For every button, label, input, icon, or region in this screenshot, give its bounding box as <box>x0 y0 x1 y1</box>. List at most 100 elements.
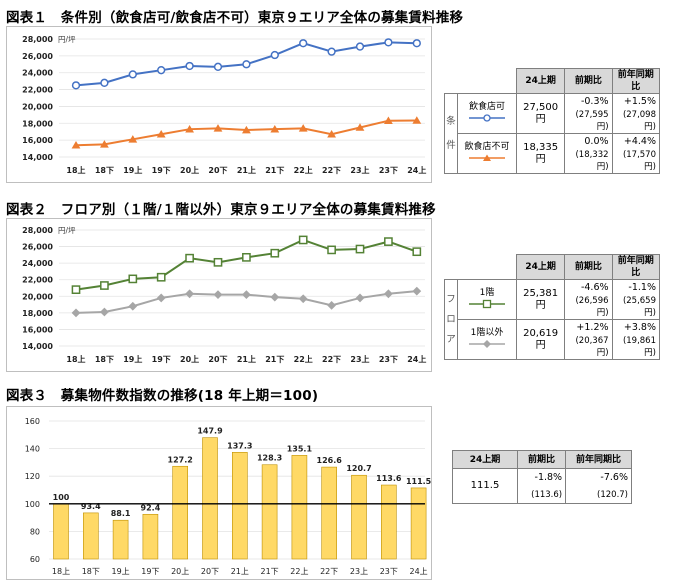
data-point <box>412 39 421 48</box>
bar <box>380 484 397 560</box>
series-name: 飲食店可 <box>468 101 505 112</box>
table-yoy-prev: (120.7) <box>565 486 632 504</box>
x-tick-label: 23上 <box>350 354 369 364</box>
x-tick-label: 23下 <box>379 166 398 175</box>
bar <box>202 437 218 560</box>
x-tick-label: 24上 <box>407 165 426 175</box>
table-yoy-prev: (19,861円) <box>611 335 661 360</box>
table-side-label: フ ロ ア <box>444 279 458 360</box>
table-header: 24上期 <box>515 254 566 280</box>
legend-line-triangle-icon <box>469 154 505 161</box>
data-label: 88.1 <box>111 509 131 518</box>
data-point <box>355 293 365 303</box>
x-tick-label: 24上 <box>410 567 428 576</box>
y-tick-label: 22,000 <box>22 86 53 95</box>
figure1-table: 24上期 前期比 前年同期比 条 件 飲食店可 27,500円 -0.3% +1… <box>444 68 661 174</box>
x-tick-label: 22上 <box>290 567 308 576</box>
data-point <box>128 70 137 79</box>
data-label: 111.5 <box>406 477 431 486</box>
table-header: 前期比 <box>516 450 567 469</box>
y-tick-label: 22,000 <box>22 276 53 285</box>
series-line <box>75 238 418 291</box>
y-tick-label: 14,000 <box>22 153 53 162</box>
data-label: 128.3 <box>257 454 282 463</box>
table-yoy-prev: (25,659円) <box>611 295 661 320</box>
y-tick-label: 20,000 <box>22 292 53 301</box>
data-point <box>327 47 336 56</box>
data-point <box>384 38 393 47</box>
legend-line-diamond-icon <box>469 339 505 348</box>
data-point <box>128 274 138 284</box>
data-label: 135.1 <box>287 444 313 453</box>
y-tick-label: 18,000 <box>22 119 53 128</box>
figure3-chart: 160 140 120 100 80 60 100 18上 93.4 18下 88.1 19上 92.4… <box>6 406 432 580</box>
table-value: 20,619円 <box>515 319 566 360</box>
x-tick-label: 19上 <box>123 354 142 364</box>
unit-label: 円/坪 <box>58 35 76 44</box>
table-qoq: +1.2% <box>564 319 613 335</box>
bar <box>232 452 248 560</box>
data-point <box>412 247 422 257</box>
bar <box>112 519 129 560</box>
table-side-label: 条 件 <box>444 93 458 174</box>
y-tick-label: 26,000 <box>22 52 53 61</box>
y-tick-label: 120 <box>25 472 40 481</box>
y-tick-label: 28,000 <box>22 226 53 235</box>
unit-label: 円/坪 <box>58 226 76 235</box>
table-qoq: 0.0% <box>564 133 613 149</box>
y-tick-label: 60 <box>30 555 40 564</box>
table-header: 前期比 <box>564 68 613 94</box>
bar <box>172 465 188 560</box>
figure2-chart: 28,000 26,000 24,000 22,000 20,000 18,000 16,0… <box>6 218 432 372</box>
data-point <box>213 124 223 132</box>
data-point <box>156 272 166 282</box>
x-tick-label: 18上 <box>66 165 85 175</box>
x-tick-label: 21下 <box>265 355 284 364</box>
table-qoq-prev: (113.6) <box>516 486 567 504</box>
data-label: 137.3 <box>227 441 252 450</box>
data-point <box>355 123 365 131</box>
table-header: 前年同期比 <box>611 68 661 94</box>
table-qoq-prev: (26,596円) <box>564 295 613 320</box>
data-point <box>298 124 308 132</box>
table-yoy: +3.8% <box>611 319 661 335</box>
x-tick-label: 20上 <box>180 165 199 175</box>
x-tick-label: 18下 <box>95 355 114 364</box>
table-qoq-prev: (18,332円) <box>564 149 613 174</box>
y-tick-label: 16,000 <box>22 136 53 145</box>
y-tick-label: 20,000 <box>22 102 53 111</box>
figure2-table: 24上期 前期比 前年同期比 フ ロ ア 1階 25,381円 -4.6% -1… <box>444 254 661 360</box>
data-point <box>384 116 393 125</box>
data-point <box>242 252 251 262</box>
data-label: 100 <box>53 493 70 502</box>
table-value: 27,500円 <box>515 93 566 134</box>
y-tick-label: 26,000 <box>22 243 53 252</box>
table-corner <box>444 68 517 94</box>
x-tick-label: 19上 <box>123 165 142 175</box>
table-qoq: -0.3% <box>564 93 613 109</box>
y-tick-label: 100 <box>25 500 40 509</box>
x-tick-label: 24上 <box>407 354 426 364</box>
y-tick-label: 160 <box>25 417 40 426</box>
data-point <box>298 294 308 304</box>
table-series-cell: 飲食店不可 <box>457 133 517 174</box>
x-tick-label: 21下 <box>261 567 279 576</box>
data-point <box>327 245 336 255</box>
data-point <box>270 248 280 258</box>
data-point <box>299 39 308 48</box>
data-point <box>185 61 194 71</box>
table-series-cell: 飲食店可 <box>457 93 517 134</box>
series-name: 1階以外 <box>470 327 504 338</box>
data-point <box>100 78 109 87</box>
x-tick-label: 21上 <box>237 165 256 175</box>
x-tick-label: 21上 <box>237 354 256 364</box>
data-label: 120.7 <box>346 464 371 473</box>
x-tick-label: 19上 <box>112 567 130 576</box>
table-header: 前年同期比 <box>611 254 661 280</box>
x-tick-label: 20下 <box>201 567 219 576</box>
x-tick-label: 20上 <box>171 567 189 576</box>
table-header: 24上期 <box>515 68 566 94</box>
x-tick-label: 22上 <box>294 354 313 364</box>
bar <box>261 464 278 560</box>
table-yoy: -7.6% <box>565 468 632 486</box>
